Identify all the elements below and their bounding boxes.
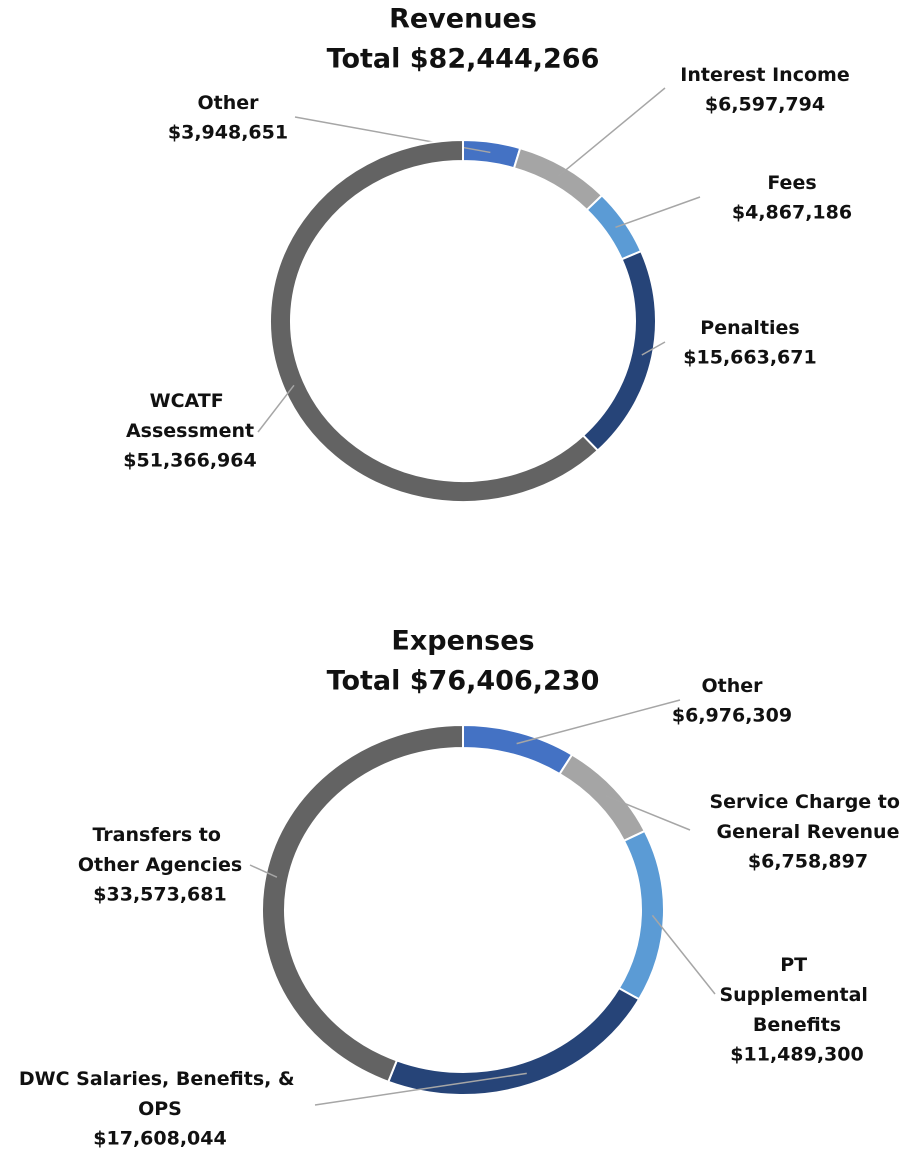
- donut-segment: [558, 753, 647, 843]
- donut-segment: [269, 138, 600, 503]
- category-label-line: Other: [197, 92, 259, 114]
- category-label-line: OPS: [138, 1098, 182, 1120]
- leader-line: [641, 341, 666, 356]
- chart-subtitle: Total $82,444,266: [327, 44, 600, 75]
- category-label-line: Supplemental: [719, 984, 874, 1006]
- value-label: $51,366,964: [123, 450, 256, 472]
- category-label-line: Service Charge to: [709, 791, 906, 813]
- category-label: PT Supplemental Benefits: [719, 954, 874, 1036]
- donut-segment: [617, 829, 665, 1001]
- category-label-line: Penalties: [700, 317, 799, 339]
- category-label-line: DWC Salaries, Benefits, &: [19, 1068, 301, 1090]
- donut-segment: [462, 723, 574, 776]
- donut-segment: [387, 986, 641, 1096]
- leader-line: [516, 699, 681, 745]
- category-label: DWC Salaries, Benefits, & OPS: [19, 1068, 301, 1120]
- category-label-line: Transfers to: [92, 824, 227, 846]
- category-label: Other: [197, 92, 259, 114]
- donut-segment: [261, 723, 464, 1084]
- category-label: Fees: [767, 172, 816, 194]
- category-label-line: Benefits: [753, 1014, 841, 1036]
- category-label: Transfers to Other Agencies: [78, 824, 242, 876]
- value-label: $6,976,309: [672, 705, 792, 727]
- category-label-line: General Revenue: [717, 821, 900, 843]
- value-label: $11,489,300: [730, 1044, 863, 1066]
- category-label-line: Other Agencies: [78, 854, 242, 876]
- category-label-line: PT: [780, 954, 814, 976]
- category-label-line: Other: [701, 675, 763, 697]
- donut-segment: [512, 146, 604, 212]
- category-label: Service Charge to General Revenue: [709, 791, 906, 843]
- leader-line: [249, 864, 278, 878]
- chart-subtitle: Total $76,406,230: [327, 666, 600, 697]
- category-label-line: WCATF: [150, 390, 231, 412]
- donut-segment: [462, 138, 522, 170]
- donut-segment: [581, 249, 657, 452]
- value-label: $33,573,681: [93, 884, 226, 906]
- leader-line: [605, 795, 691, 831]
- value-label: $4,867,186: [732, 202, 852, 224]
- category-label-line: Interest Income: [680, 64, 849, 86]
- leader-line: [615, 196, 701, 229]
- category-label: Penalties: [700, 317, 799, 339]
- value-label: $3,948,651: [168, 122, 288, 144]
- leader-line: [257, 384, 295, 433]
- leader-line: [651, 914, 716, 995]
- chart-title: Expenses: [391, 626, 534, 657]
- leader-line: [314, 1072, 527, 1106]
- category-label-line: Assessment: [126, 420, 254, 442]
- category-label: Interest Income: [680, 64, 849, 86]
- category-label: WCATF Assessment: [126, 390, 254, 442]
- category-label: Other: [701, 675, 763, 697]
- value-label: $6,758,897: [748, 851, 868, 873]
- donut-segment: [585, 193, 643, 261]
- chart-title: Revenues: [389, 4, 537, 35]
- value-label: $6,597,794: [705, 94, 825, 116]
- leader-line: [558, 87, 666, 177]
- value-label: $15,663,671: [683, 347, 816, 369]
- value-label: $17,608,044: [93, 1128, 226, 1149]
- category-label-line: Fees: [767, 172, 816, 194]
